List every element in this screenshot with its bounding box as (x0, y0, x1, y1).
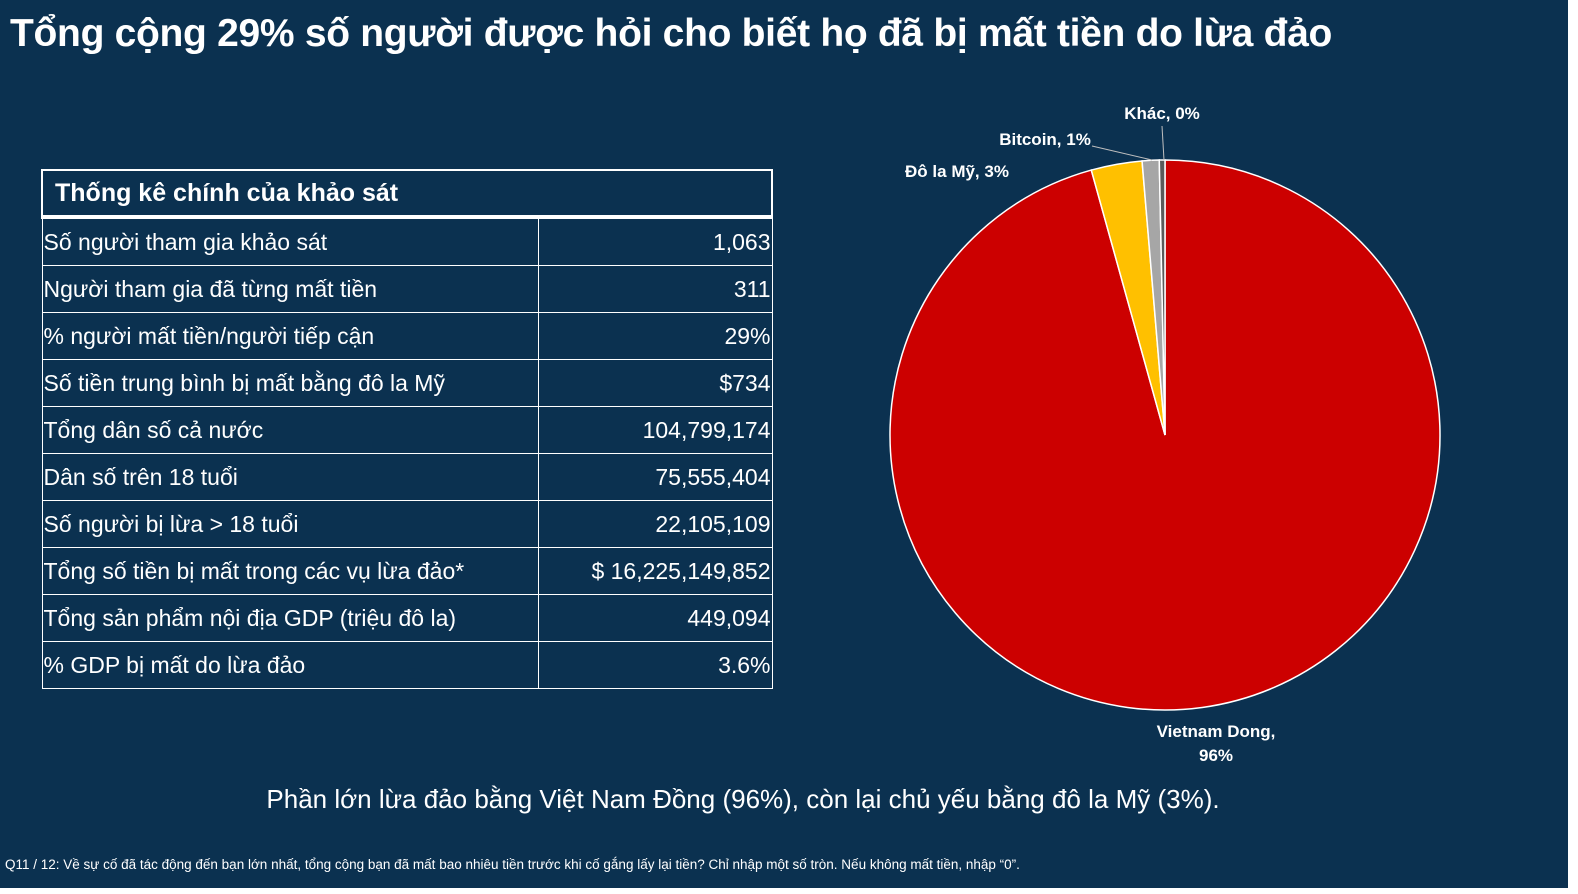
row-label: Dân số trên 18 tuổi (41, 453, 539, 501)
slide-title: Tổng cộng 29% số người được hỏi cho biết… (10, 12, 1333, 55)
row-value: 1,063 (537, 216, 773, 266)
pie-label-vietnam-dong: Vietnam Dong, 96% (1157, 722, 1276, 765)
table-row: Số người bị lừa > 18 tuổi 22,105,109 (41, 500, 773, 548)
row-label: Số người bị lừa > 18 tuổi (41, 500, 539, 548)
row-label: % người mất tiền/người tiếp cận (41, 312, 539, 360)
table-row: % người mất tiền/người tiếp cận 29% (41, 312, 773, 360)
leader-line (1161, 125, 1165, 161)
row-value: 3.6% (537, 641, 773, 689)
table-row: Tổng số tiền bị mất trong các vụ lừa đảo… (41, 547, 773, 595)
row-value: $ 16,225,149,852 (537, 547, 773, 595)
stats-table: Thống kê chính của khảo sát Số người tha… (41, 169, 773, 689)
chart-summary: Phần lớn lừa đảo bằng Việt Nam Đồng (96%… (266, 784, 1220, 814)
table-row: Số tiền trung bình bị mất bằng đô la Mỹ … (41, 359, 773, 407)
row-label: Người tham gia đã từng mất tiền (41, 265, 539, 313)
row-label: Tổng dân số cả nước (41, 406, 539, 454)
footnote: Q11 / 12: Về sự cố đã tác động đến bạn l… (5, 857, 1020, 872)
pie-label-khác: Khác, 0% (1124, 104, 1200, 123)
row-value: 449,094 (537, 594, 773, 642)
table-header: Thống kê chính của khảo sát (41, 169, 773, 219)
row-label: Tổng số tiền bị mất trong các vụ lừa đảo… (41, 547, 539, 595)
table-row: Tổng sản phẩm nội địa GDP (triệu đô la) … (41, 594, 773, 642)
row-label: Tổng sản phẩm nội địa GDP (triệu đô la) (41, 594, 539, 642)
table-row: % GDP bị mất do lừa đảo 3.6% (41, 641, 773, 689)
table-row: Tổng dân số cả nước 104,799,174 (41, 406, 773, 454)
row-value: 22,105,109 (537, 500, 773, 548)
pie-label-đô-la-mỹ: Đô la Mỹ, 3% (905, 162, 1009, 181)
pie-slice-khác (1158, 159, 1166, 436)
row-label: % GDP bị mất do lừa đảo (41, 641, 539, 689)
row-value: $734 (537, 359, 773, 407)
table-row: Dân số trên 18 tuổi 75,555,404 (41, 453, 773, 501)
table-row: Người tham gia đã từng mất tiền 311 (41, 265, 773, 313)
row-value: 104,799,174 (537, 406, 773, 454)
pie-label-bitcoin: Bitcoin, 1% (999, 130, 1091, 149)
row-label: Số tiền trung bình bị mất bằng đô la Mỹ (41, 359, 539, 407)
leader-line (1091, 145, 1153, 161)
row-value: 311 (537, 265, 773, 313)
